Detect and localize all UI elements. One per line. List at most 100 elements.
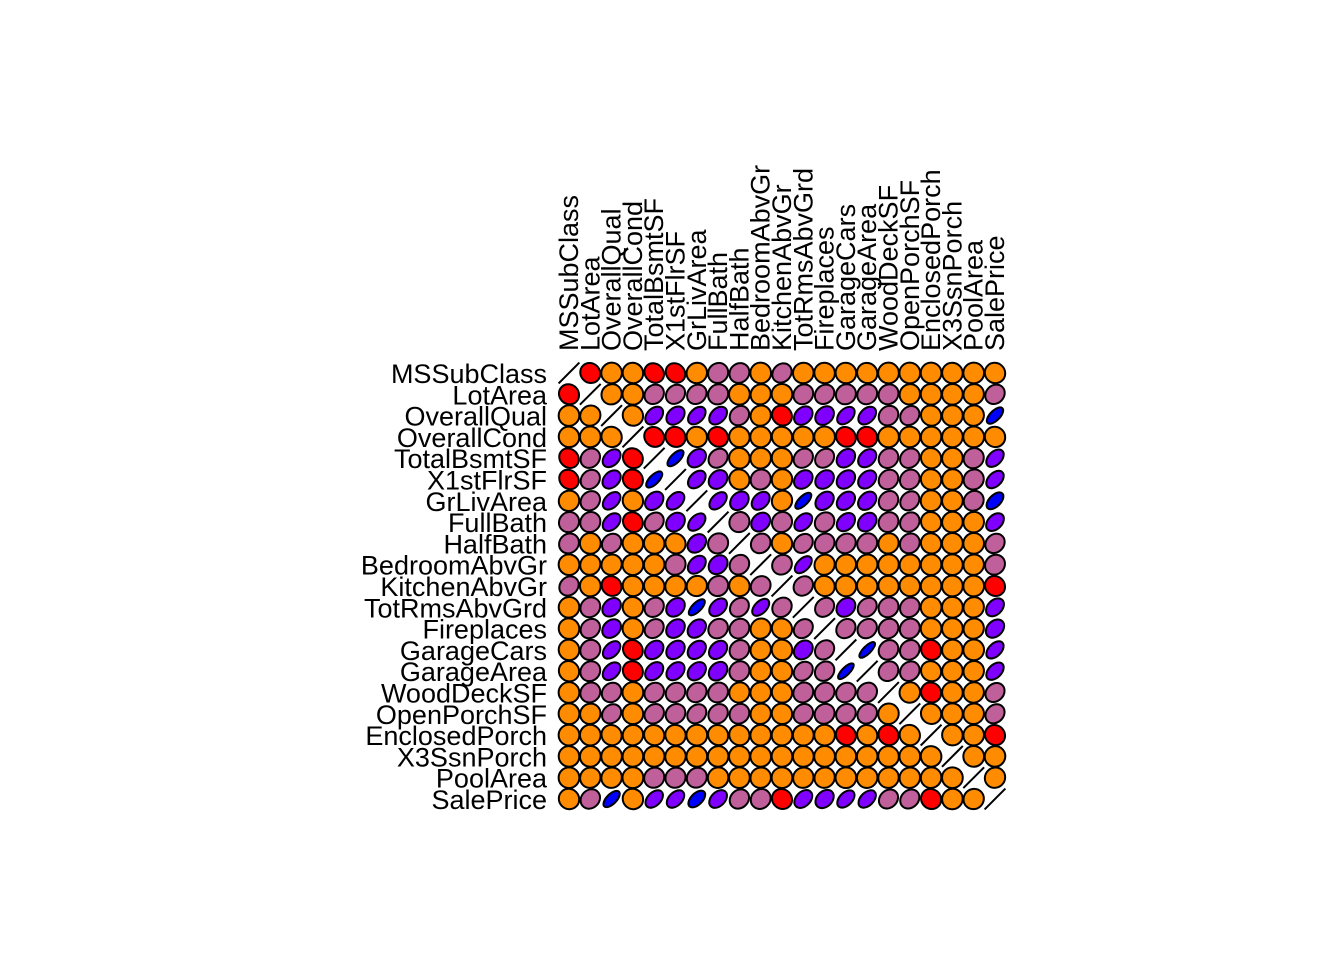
cell-kitchen-abv-gr-overall-qual xyxy=(600,575,623,597)
cell-fireplaces-wood-deck-sf xyxy=(877,617,900,640)
diagonal-cell-full-bath xyxy=(706,510,730,534)
cell-garage-area-bedroom-abv-gr xyxy=(749,659,772,683)
cell-overall-qual-bedroom-abv-gr xyxy=(749,404,772,427)
cell-half-bath-x3-ssn-porch xyxy=(940,532,964,555)
cell-x3-ssn-porch-x1st-flr-sf xyxy=(664,745,687,768)
cell-kitchen-abv-gr-wood-deck-sf xyxy=(877,574,900,598)
cell-overall-cond-total-bsmt-sf xyxy=(643,425,666,448)
cell-half-bath-open-porch-sf xyxy=(898,532,921,555)
cell-x3-ssn-porch-full-bath xyxy=(706,745,730,768)
cell-total-bsmt-sf-half-bath xyxy=(728,446,751,470)
cell-tot-rms-abv-grd-x1st-flr-sf xyxy=(665,597,686,618)
cell-full-bath-fireplaces xyxy=(813,511,836,533)
cell-half-bath-overall-cond xyxy=(621,532,645,555)
cell-gr-liv-area-total-bsmt-sf xyxy=(644,490,665,511)
cell-open-porch-sf-tot-rms-abv-grd xyxy=(792,703,815,725)
cell-gr-liv-area-garage-cars xyxy=(835,490,857,511)
cell-wood-deck-sf-half-bath xyxy=(728,681,751,704)
cell-pool-area-open-porch-sf xyxy=(898,766,922,789)
cell-mssub-class-garage-cars xyxy=(834,361,858,385)
cell-enclosed-porch-total-bsmt-sf xyxy=(643,723,666,747)
diagonal-cell-wood-deck-sf xyxy=(877,681,900,704)
column-label-total-bsmt-sf: TotalBsmtSF xyxy=(639,198,669,351)
cell-enclosed-porch-full-bath xyxy=(707,724,730,747)
cell-mssub-class-garage-area xyxy=(856,361,879,385)
cell-garage-cars-open-porch-sf xyxy=(898,639,921,661)
cell-open-porch-sf-pool-area xyxy=(962,702,985,726)
row-label-overall-qual: OverallQual xyxy=(404,402,547,432)
cell-kitchen-abv-gr-full-bath xyxy=(707,574,730,598)
cell-open-porch-sf-overall-qual xyxy=(601,703,623,725)
cell-half-bath-bedroom-abv-gr xyxy=(749,532,772,555)
cell-mssub-class-sale-price xyxy=(983,361,1007,385)
cell-overall-cond-tot-rms-abv-grd xyxy=(792,425,815,449)
cell-half-bath-fireplaces xyxy=(813,532,836,555)
cell-garage-cars-gr-liv-area xyxy=(686,639,707,661)
cell-lot-area-full-bath xyxy=(707,383,730,406)
cell-garage-area-overall-cond xyxy=(621,660,644,683)
cell-x3-ssn-porch-kitchen-abv-gr xyxy=(770,745,794,768)
cell-mssub-class-total-bsmt-sf xyxy=(643,362,665,384)
cell-fireplaces-garage-area xyxy=(856,617,878,640)
cell-bedroom-abv-gr-lot-area xyxy=(579,553,602,576)
cell-wood-deck-sf-enclosed-porch xyxy=(920,681,943,704)
cell-pool-area-x3-ssn-porch xyxy=(941,766,964,790)
cell-mssub-class-x3-ssn-porch xyxy=(941,361,964,385)
cell-garage-area-garage-cars xyxy=(837,662,855,681)
cell-x3-ssn-porch-gr-liv-area xyxy=(685,745,709,768)
column-label-overall-qual: OverallQual xyxy=(597,208,627,351)
cell-gr-liv-area-pool-area xyxy=(962,489,985,512)
cell-lot-area-gr-liv-area xyxy=(686,383,708,406)
row-label-enclosed-porch: EnclosedPorch xyxy=(365,721,547,751)
cell-wood-deck-sf-garage-area xyxy=(856,681,879,704)
cell-fireplaces-open-porch-sf xyxy=(898,617,921,640)
cell-lot-area-half-bath xyxy=(728,382,751,406)
cell-fireplaces-x3-ssn-porch xyxy=(941,617,964,640)
cell-open-porch-sf-fireplaces xyxy=(813,702,836,725)
cell-wood-deck-sf-lot-area xyxy=(579,681,602,704)
cell-overall-qual-enclosed-porch xyxy=(919,404,943,427)
cell-half-bath-sale-price xyxy=(984,532,1006,555)
cell-garage-area-gr-liv-area xyxy=(686,661,707,682)
cell-garage-area-full-bath xyxy=(707,660,729,682)
cell-open-porch-sf-x1st-flr-sf xyxy=(664,702,687,725)
cell-x1st-flr-sf-overall-cond xyxy=(621,468,644,491)
cell-sale-price-tot-rms-abv-grd xyxy=(793,789,814,809)
cell-overall-qual-x3-ssn-porch xyxy=(941,404,964,427)
column-label-bedroom-abv-gr: BedroomAbvGr xyxy=(746,165,776,351)
cell-half-bath-wood-deck-sf xyxy=(877,532,900,555)
cell-overall-cond-garage-cars xyxy=(834,425,857,448)
cell-garage-area-open-porch-sf xyxy=(899,660,921,682)
cell-full-bath-overall-qual xyxy=(601,512,622,532)
cell-x3-ssn-porch-wood-deck-sf xyxy=(877,745,900,768)
cell-half-bath-enclosed-porch xyxy=(919,532,943,555)
diagonal-cell-kitchen-abv-gr xyxy=(770,574,794,598)
cell-lot-area-tot-rms-abv-grd xyxy=(792,383,815,406)
cell-kitchen-abv-gr-fireplaces xyxy=(813,574,836,598)
column-labels: MSSubClassLotAreaOverallQualOverallCondT… xyxy=(554,165,1010,351)
cell-bedroom-abv-gr-overall-cond xyxy=(621,553,645,577)
cell-garage-area-x1st-flr-sf xyxy=(665,661,686,682)
cell-enclosed-porch-overall-qual xyxy=(600,723,623,747)
row-label-mssub-class: MSSubClass xyxy=(391,359,547,389)
cell-full-bath-mssub-class xyxy=(557,511,581,534)
cell-sale-price-fireplaces xyxy=(814,788,835,810)
cell-sale-price-bedroom-abv-gr xyxy=(749,788,772,810)
cell-full-bath-x3-ssn-porch xyxy=(941,510,964,534)
cell-fireplaces-gr-liv-area xyxy=(686,618,707,639)
cell-x3-ssn-porch-pool-area xyxy=(962,745,986,768)
column-label-lot-area: LotArea xyxy=(575,255,605,351)
column-label-sale-price: SalePrice xyxy=(980,235,1010,351)
cell-garage-cars-sale-price xyxy=(985,640,1005,660)
cell-pool-area-x1st-flr-sf xyxy=(664,766,687,789)
cell-garage-cars-x3-ssn-porch xyxy=(941,638,964,662)
cell-x3-ssn-porch-mssub-class xyxy=(557,745,581,768)
row-label-garage-area: GarageArea xyxy=(400,657,548,687)
cell-tot-rms-abv-grd-full-bath xyxy=(708,597,728,618)
cell-x3-ssn-porch-tot-rms-abv-grd xyxy=(791,745,815,768)
cell-kitchen-abv-gr-x1st-flr-sf xyxy=(664,574,687,598)
cell-x1st-flr-sf-total-bsmt-sf xyxy=(645,470,664,489)
cell-wood-deck-sf-mssub-class xyxy=(557,681,581,704)
cell-x1st-flr-sf-x3-ssn-porch xyxy=(941,468,964,491)
cell-total-bsmt-sf-enclosed-porch xyxy=(919,447,943,470)
